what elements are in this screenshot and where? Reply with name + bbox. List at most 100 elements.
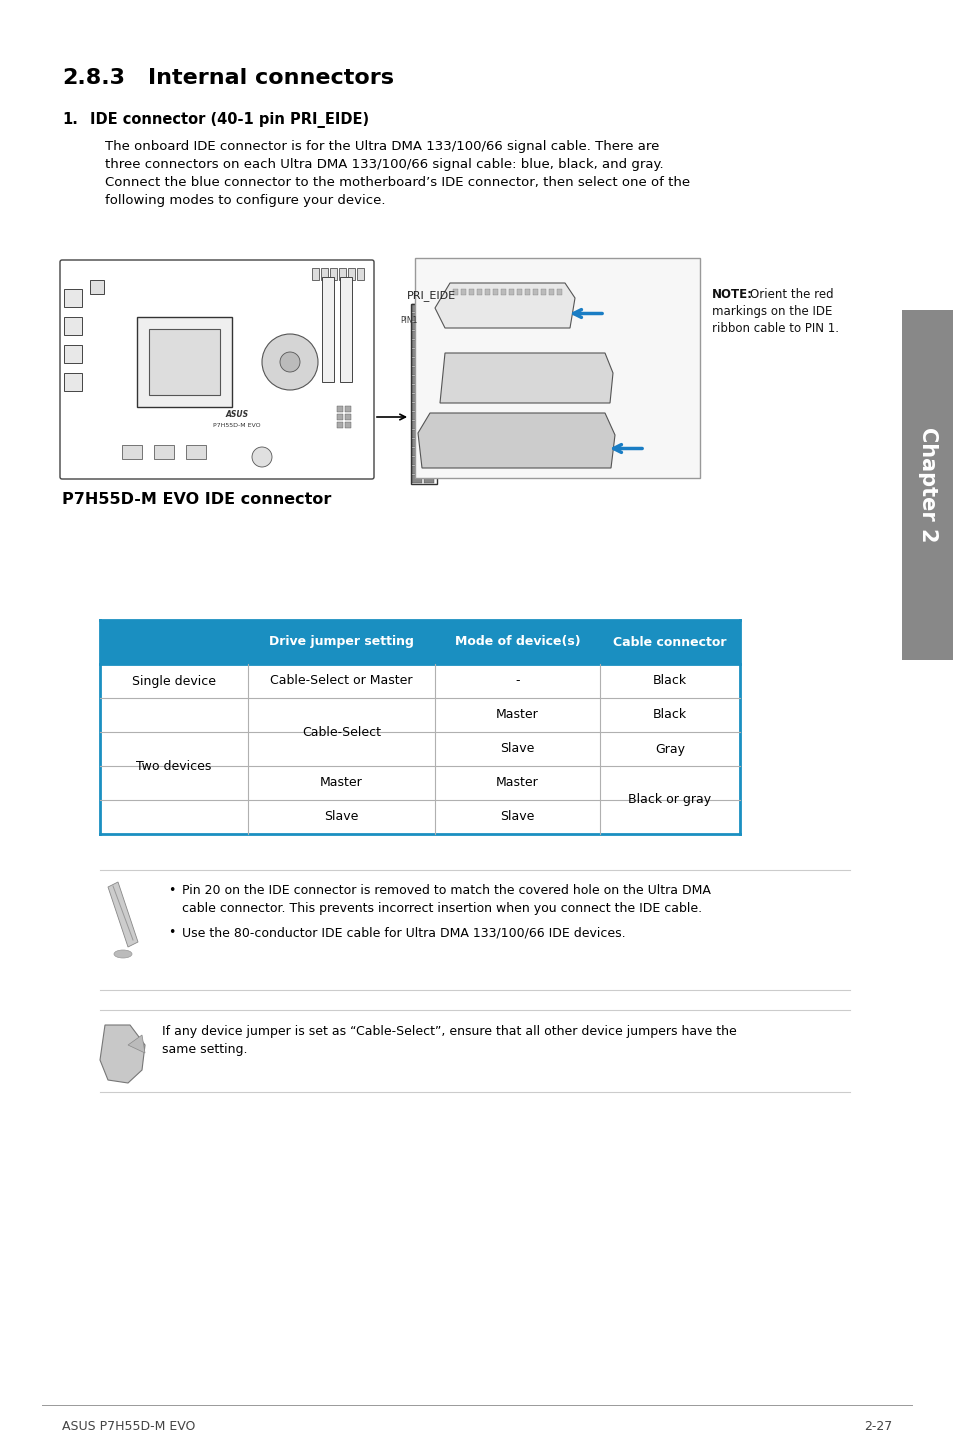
FancyBboxPatch shape [153,444,173,459]
FancyBboxPatch shape [423,430,434,439]
Text: PIN1: PIN1 [399,316,416,325]
FancyBboxPatch shape [345,421,351,429]
Polygon shape [108,881,138,948]
FancyBboxPatch shape [149,329,220,395]
FancyBboxPatch shape [64,372,82,391]
FancyBboxPatch shape [460,289,465,295]
FancyBboxPatch shape [423,349,434,357]
Text: Slave: Slave [324,811,358,824]
FancyBboxPatch shape [533,289,537,295]
FancyBboxPatch shape [356,267,364,280]
FancyBboxPatch shape [423,331,434,339]
Polygon shape [439,352,613,403]
FancyBboxPatch shape [322,278,334,383]
FancyBboxPatch shape [60,260,374,479]
FancyBboxPatch shape [412,322,421,329]
FancyBboxPatch shape [412,303,421,312]
FancyBboxPatch shape [186,444,206,459]
FancyBboxPatch shape [320,267,328,280]
FancyBboxPatch shape [548,289,554,295]
FancyBboxPatch shape [524,289,530,295]
Text: Master: Master [320,777,362,789]
FancyBboxPatch shape [412,439,421,447]
FancyBboxPatch shape [137,316,232,407]
FancyBboxPatch shape [423,457,434,464]
FancyBboxPatch shape [493,289,497,295]
Text: P7H55D-M EVO: P7H55D-M EVO [213,423,260,429]
FancyBboxPatch shape [500,289,505,295]
FancyBboxPatch shape [412,331,421,339]
FancyBboxPatch shape [336,406,343,413]
Text: •: • [168,926,175,939]
FancyBboxPatch shape [412,430,421,439]
Text: Gray: Gray [655,742,684,755]
Text: Pin 20 on the IDE connector is removed to match the covered hole on the Ultra DM: Pin 20 on the IDE connector is removed t… [182,884,710,897]
Text: 2.8.3: 2.8.3 [62,68,125,88]
Text: Internal connectors: Internal connectors [148,68,394,88]
Text: Black or gray: Black or gray [628,794,711,807]
FancyBboxPatch shape [412,449,421,456]
FancyBboxPatch shape [423,339,434,348]
FancyBboxPatch shape [336,421,343,429]
FancyBboxPatch shape [412,413,421,420]
Text: ribbon cable to PIN 1.: ribbon cable to PIN 1. [711,322,838,335]
Circle shape [262,334,317,390]
FancyBboxPatch shape [423,394,434,403]
FancyBboxPatch shape [423,413,434,420]
FancyBboxPatch shape [412,375,421,384]
Polygon shape [417,413,615,467]
Text: Mode of device(s): Mode of device(s) [455,636,579,649]
FancyBboxPatch shape [423,367,434,375]
Text: Master: Master [496,777,538,789]
Text: IDE connector (40-1 pin PRI_EIDE): IDE connector (40-1 pin PRI_EIDE) [90,112,369,128]
Text: following modes to configure your device.: following modes to configure your device… [105,194,385,207]
Polygon shape [100,1025,145,1083]
Text: Orient the red: Orient the red [749,288,833,301]
Text: Black: Black [652,674,686,687]
FancyBboxPatch shape [476,289,481,295]
Text: Master: Master [496,709,538,722]
FancyBboxPatch shape [412,394,421,403]
FancyBboxPatch shape [122,444,142,459]
Text: P7H55D-M EVO IDE connector: P7H55D-M EVO IDE connector [62,492,331,508]
Text: 2-27: 2-27 [862,1419,891,1434]
FancyBboxPatch shape [423,439,434,447]
FancyBboxPatch shape [412,466,421,475]
FancyBboxPatch shape [509,289,514,295]
Polygon shape [128,1035,145,1053]
FancyBboxPatch shape [345,406,351,413]
Text: same setting.: same setting. [162,1043,247,1055]
Text: If any device jumper is set as “Cable-Select”, ensure that all other device jump: If any device jumper is set as “Cable-Se… [162,1025,736,1038]
FancyBboxPatch shape [423,385,434,393]
Text: Cable-Select: Cable-Select [302,726,380,739]
FancyBboxPatch shape [348,267,355,280]
FancyBboxPatch shape [336,414,343,420]
FancyBboxPatch shape [412,457,421,464]
Text: Cable connector: Cable connector [613,636,726,649]
FancyBboxPatch shape [423,403,434,411]
FancyBboxPatch shape [312,267,318,280]
FancyBboxPatch shape [64,316,82,335]
FancyBboxPatch shape [90,280,104,293]
FancyBboxPatch shape [412,403,421,411]
Text: ASUS P7H55D-M EVO: ASUS P7H55D-M EVO [62,1419,195,1434]
FancyBboxPatch shape [412,358,421,367]
FancyBboxPatch shape [412,421,421,429]
FancyBboxPatch shape [423,303,434,312]
FancyBboxPatch shape [557,289,561,295]
Text: Slave: Slave [499,742,534,755]
Ellipse shape [113,951,132,958]
FancyBboxPatch shape [412,475,421,483]
FancyBboxPatch shape [412,385,421,393]
Text: 1.: 1. [62,112,78,127]
Text: •: • [168,884,175,897]
Text: Cable-Select or Master: Cable-Select or Master [270,674,413,687]
Text: markings on the IDE: markings on the IDE [711,305,832,318]
Circle shape [252,447,272,467]
FancyBboxPatch shape [423,313,434,321]
Text: ASUS: ASUS [225,410,249,418]
FancyBboxPatch shape [415,257,700,477]
Text: three connectors on each Ultra DMA 133/100/66 signal cable: blue, black, and gra: three connectors on each Ultra DMA 133/1… [105,158,663,171]
FancyBboxPatch shape [423,322,434,329]
FancyBboxPatch shape [64,345,82,362]
